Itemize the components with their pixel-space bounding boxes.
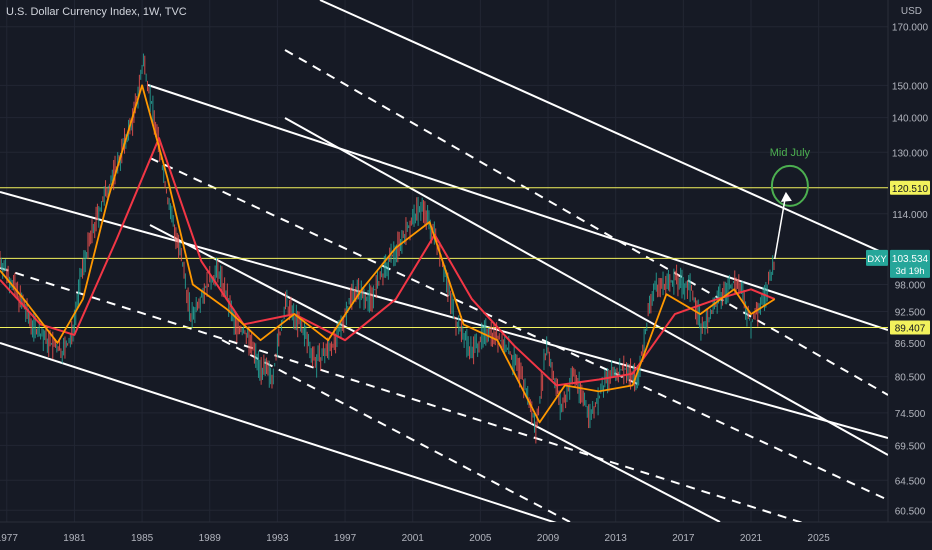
- y-tick-label: 80.500: [895, 373, 926, 384]
- y-tick-label: 60.500: [895, 506, 926, 517]
- x-tick-label: 2001: [402, 533, 425, 544]
- x-tick-label: 1977: [0, 533, 18, 544]
- x-tick-label: 2025: [808, 533, 831, 544]
- y-tick-label: 86.500: [895, 339, 926, 350]
- level-tag: [890, 320, 930, 335]
- x-tick-label: 1997: [334, 533, 357, 544]
- symbol-badge: [866, 249, 888, 266]
- x-tick-label: 1981: [63, 533, 86, 544]
- chart-title: U.S. Dollar Currency Index, 1W, TVC: [6, 6, 187, 18]
- annotation-circle: [770, 164, 809, 207]
- current-price-value: 103.534: [892, 254, 929, 265]
- channel-line: [0, 342, 557, 522]
- level-tag-value: 120.510: [892, 184, 929, 195]
- channel-midline-dashed: [284, 49, 888, 396]
- annotation-arrow: [773, 193, 787, 260]
- channel-midline-dashed: [149, 157, 888, 501]
- ma-slow-line: [0, 137, 776, 387]
- ma-fast-line: [0, 84, 776, 424]
- x-tick-label: 2005: [469, 533, 492, 544]
- currency-label: USD: [900, 6, 922, 17]
- level-tag-value: 89.407: [895, 323, 926, 334]
- x-tick-label: 2013: [605, 533, 628, 544]
- y-tick-label: 69.500: [895, 441, 926, 452]
- x-tick-label: 2021: [740, 533, 763, 544]
- x-tick-label: 2017: [672, 533, 695, 544]
- channel-line: [149, 224, 721, 522]
- y-tick-label: 140.000: [892, 114, 929, 125]
- y-tick-label: 92.500: [895, 308, 926, 319]
- x-tick-label: 2009: [537, 533, 560, 544]
- channel-midline-dashed: [0, 267, 804, 522]
- x-tick-label: 1993: [266, 533, 289, 544]
- level-tag: [890, 180, 930, 195]
- channel-line: [0, 191, 888, 439]
- symbol-badge-text: DXY: [867, 254, 887, 265]
- y-tick-label: 64.500: [895, 476, 926, 487]
- y-tick-label: 150.000: [892, 81, 929, 92]
- annotation-label: Mid July: [770, 147, 811, 159]
- current-price-tag: [890, 249, 930, 278]
- y-tick-label: 114.000: [892, 210, 928, 221]
- y-tick-label: 74.500: [895, 409, 926, 420]
- x-tick-label: 1985: [131, 533, 154, 544]
- x-tick-label: 1989: [199, 533, 222, 544]
- y-tick-label: 130.000: [892, 148, 929, 159]
- y-tick-label: 170.000: [892, 23, 929, 34]
- channel-midline-dashed: [221, 339, 571, 522]
- channel-line: [284, 117, 888, 456]
- y-tick-label: 98.000: [895, 281, 926, 292]
- channel-line: [319, 0, 888, 256]
- annotation-arrowhead: [780, 191, 792, 202]
- current-price-countdown: 3d 19h: [895, 266, 924, 277]
